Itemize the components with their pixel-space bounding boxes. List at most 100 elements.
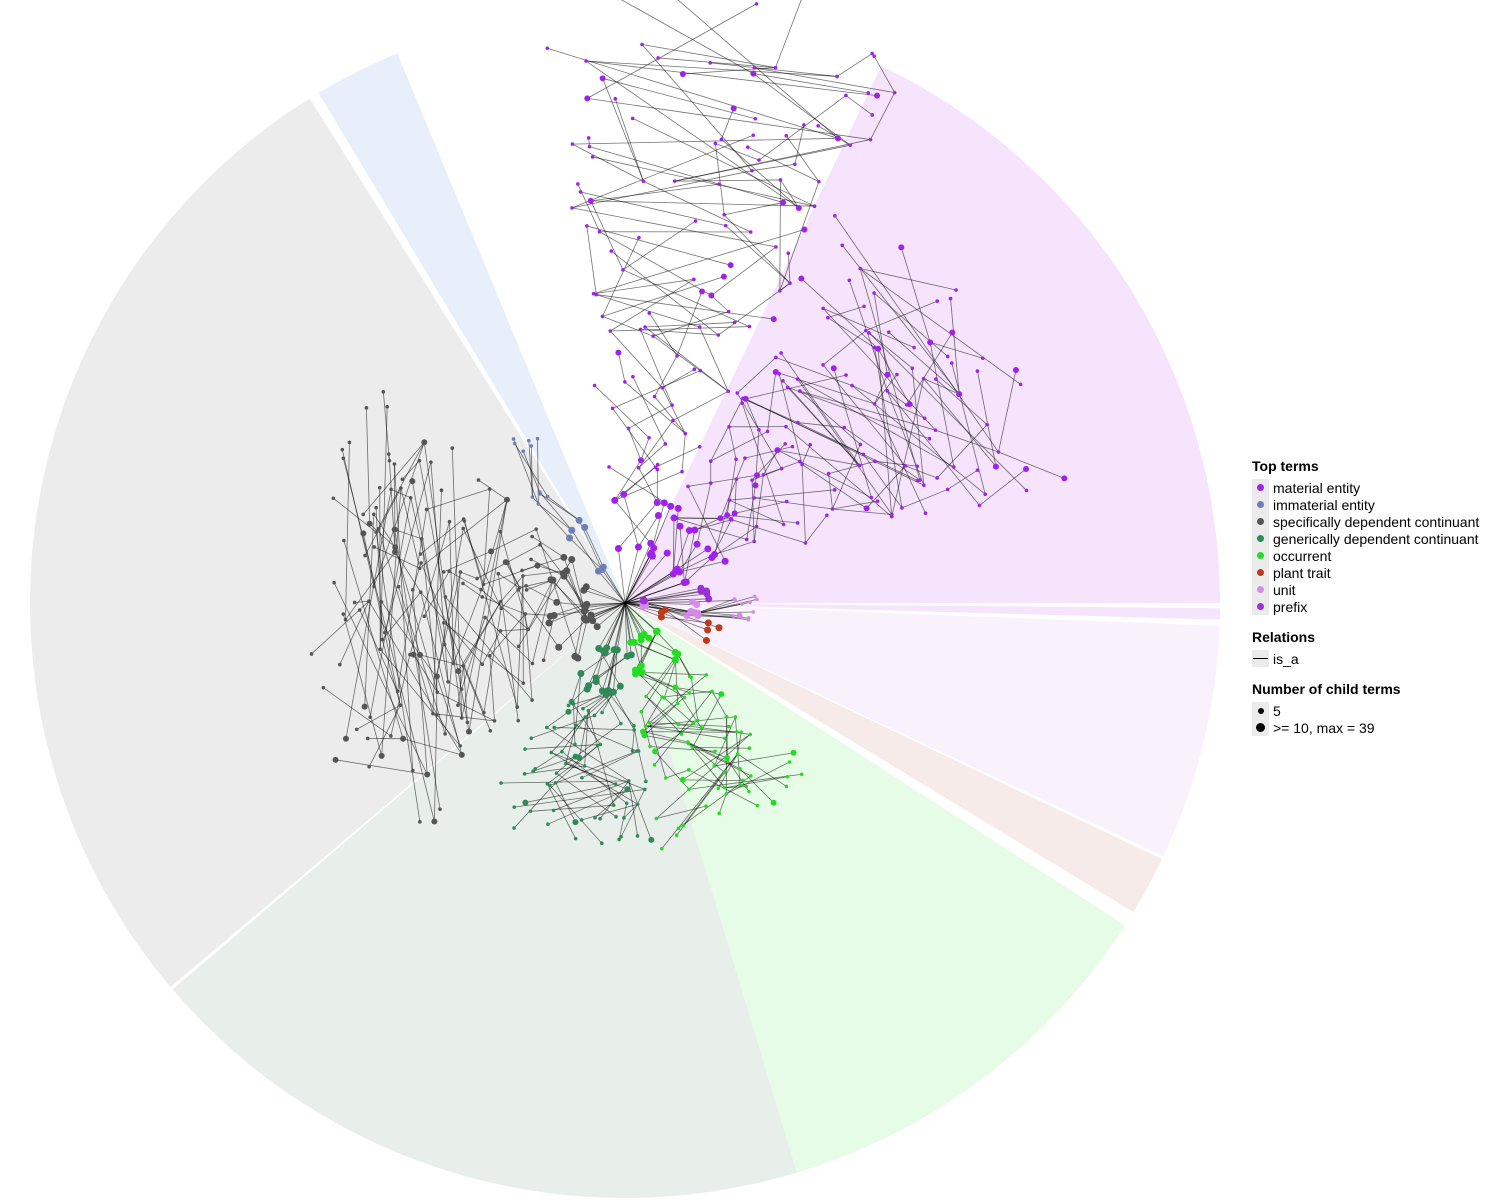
term-node xyxy=(750,478,754,482)
term-node xyxy=(884,371,891,378)
term-node xyxy=(630,638,638,646)
term-node xyxy=(572,753,579,760)
term-node xyxy=(347,440,352,445)
is-a-edge xyxy=(535,751,563,770)
term-node xyxy=(533,767,538,771)
term-node xyxy=(704,626,712,634)
is-a-edge xyxy=(886,390,925,486)
term-node xyxy=(512,441,517,446)
term-node xyxy=(624,801,629,806)
term-node xyxy=(738,767,742,771)
is-a-edge xyxy=(923,378,997,467)
term-node xyxy=(752,539,756,544)
term-node xyxy=(710,551,718,559)
term-node xyxy=(458,570,463,574)
is-a-edge xyxy=(674,144,851,182)
term-node xyxy=(589,617,597,625)
is-a-edge xyxy=(645,696,663,727)
term-node xyxy=(431,818,438,825)
term-node xyxy=(488,548,495,555)
is-a-edge xyxy=(741,402,784,525)
term-node xyxy=(922,416,927,421)
term-node xyxy=(371,512,376,517)
is-a-edge xyxy=(561,716,586,752)
term-node xyxy=(611,496,619,504)
term-node xyxy=(903,464,908,468)
term-node xyxy=(434,713,439,717)
is-a-edge xyxy=(412,589,428,775)
is-a-edge xyxy=(410,497,445,645)
is-a-edge xyxy=(827,317,875,348)
term-node xyxy=(770,799,777,806)
is-a-edge xyxy=(843,427,921,481)
is-a-edge xyxy=(463,601,501,667)
term-node xyxy=(834,135,841,142)
is-a-edge xyxy=(581,750,639,779)
term-node xyxy=(727,424,731,429)
term-node xyxy=(734,477,739,481)
term-node xyxy=(708,459,713,463)
term-node xyxy=(753,116,758,121)
is-a-edge xyxy=(588,694,607,711)
term-node xyxy=(331,496,336,501)
term-node xyxy=(546,822,550,826)
is-a-edge xyxy=(362,533,401,706)
term-node xyxy=(713,749,717,754)
term-node xyxy=(342,538,346,543)
term-node xyxy=(844,373,848,377)
term-node xyxy=(360,530,367,537)
is-a-edge xyxy=(721,138,800,209)
is-a-edge xyxy=(444,644,455,664)
term-node xyxy=(660,386,665,390)
is-a-edge xyxy=(489,613,526,656)
term-node xyxy=(674,504,682,512)
term-node xyxy=(607,465,611,469)
term-node xyxy=(778,288,782,293)
is-a-edge xyxy=(841,245,960,395)
is-a-edge xyxy=(848,280,888,391)
term-node xyxy=(722,770,727,775)
term-node xyxy=(830,365,837,372)
is-a-edge xyxy=(614,460,642,501)
term-node xyxy=(483,615,487,620)
term-node xyxy=(724,715,729,719)
term-node xyxy=(716,786,721,791)
is-a-edge xyxy=(604,602,626,653)
term-node xyxy=(529,557,533,562)
term-node xyxy=(537,490,542,494)
term-node xyxy=(670,403,674,407)
term-node xyxy=(459,687,464,691)
term-node xyxy=(634,543,642,551)
legend-item-material-entity: material entity xyxy=(1252,479,1500,496)
is-a-edge xyxy=(587,3,757,99)
term-node xyxy=(683,612,691,620)
term-node xyxy=(687,691,692,695)
is-a-edge xyxy=(480,589,529,630)
term-node xyxy=(654,512,662,520)
term-node xyxy=(378,752,385,759)
is-a-edge xyxy=(525,744,601,750)
is-a-edge xyxy=(911,368,925,486)
sector-plant-trait xyxy=(625,603,1163,913)
term-node xyxy=(332,756,339,763)
is-a-edge xyxy=(594,385,650,439)
is-a-edge xyxy=(905,465,938,479)
term-node xyxy=(874,92,881,99)
term-node xyxy=(773,65,778,70)
is-a-edge xyxy=(731,519,806,544)
term-node xyxy=(366,520,373,527)
is-a-edge xyxy=(644,593,707,602)
term-node xyxy=(861,452,866,457)
is-a-edge xyxy=(635,673,690,694)
is-a-edge xyxy=(721,108,735,140)
is-a-edge xyxy=(645,322,735,328)
term-node xyxy=(639,709,644,714)
term-node xyxy=(576,182,580,186)
term-node xyxy=(747,324,752,329)
term-nodes xyxy=(309,2,1068,851)
legend-relations: Relations is_a xyxy=(1252,629,1500,667)
term-node xyxy=(512,805,517,809)
term-node xyxy=(743,456,747,460)
is-a-edge xyxy=(599,231,712,296)
term-node xyxy=(676,522,684,530)
